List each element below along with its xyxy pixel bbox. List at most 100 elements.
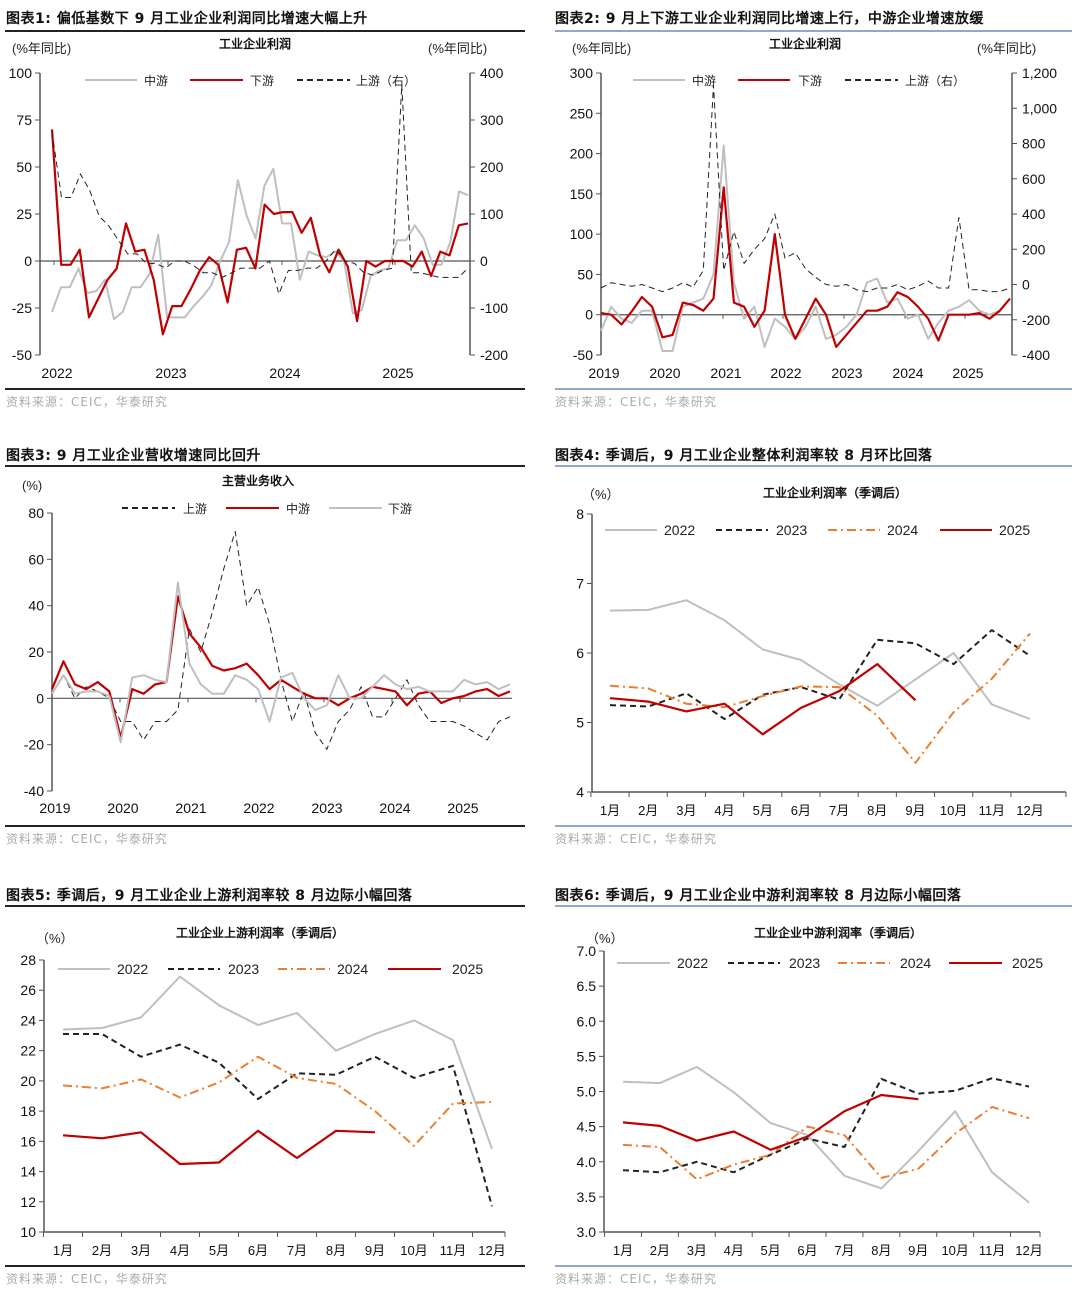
chart6-y-tick-label: 5.0 <box>577 1084 597 1100</box>
chart1-y-right-tick-label: -100 <box>480 300 508 316</box>
chart4-y-tick-label: 7 <box>576 576 584 592</box>
chart2-y-right-tick-label: -400 <box>1022 347 1050 363</box>
chart2-x-tick-label: 2020 <box>649 365 680 381</box>
chart1-x-tick-label: 2023 <box>155 365 186 381</box>
chart5-x-tick-label: 6月 <box>248 1243 268 1258</box>
chart3-x-tick-label: 2024 <box>379 800 410 816</box>
chart2-x-tick-label: 2023 <box>831 365 862 381</box>
chart6-y-tick-label: 3.5 <box>577 1189 597 1205</box>
chart6-y-unit-label: （%） <box>586 931 624 946</box>
chart4-legend-label: 2024 <box>887 522 918 538</box>
chart1-y-right-unit-label: (%年同比) <box>428 41 487 56</box>
chart5-series-2024-line <box>62 1055 493 1147</box>
chart3-legend-label: 下游 <box>388 502 412 516</box>
chart5-source-rule <box>5 1265 525 1267</box>
chart6-legend-label: 2024 <box>900 955 931 971</box>
chart3-x-tick-label: 2023 <box>311 800 342 816</box>
chart6-x-tick-label: 4月 <box>724 1243 744 1258</box>
chart4-x-tick-label: 3月 <box>676 803 696 818</box>
chart5-source: 资料来源：CEIC，华泰研究 <box>6 1272 168 1286</box>
chart5-legend-label: 2022 <box>117 961 148 977</box>
chart1-subtitle: 工业企业利润 <box>219 36 291 51</box>
chart6-x-tick-label: 7月 <box>834 1243 854 1258</box>
chart2-x-tick-label: 2025 <box>952 365 983 381</box>
chart5-y-tick-label: 18 <box>20 1103 36 1119</box>
chart5-x-tick-label: 9月 <box>365 1243 385 1258</box>
chart6-y-tick-label: 4.5 <box>577 1119 597 1135</box>
chart5-x-tick-label: 1月 <box>53 1243 73 1258</box>
chart5-x-tick-label: 4月 <box>170 1243 190 1258</box>
chart4-series-2023-line <box>609 629 1031 720</box>
chart6-x-tick-label: 2月 <box>650 1243 670 1258</box>
chart2-y-right-tick-label: 600 <box>1022 171 1046 187</box>
chart3-series-中游-line <box>50 595 511 739</box>
chart2-y-right-tick-label: 400 <box>1022 206 1046 222</box>
chart3-x-tick-label: 2019 <box>39 800 70 816</box>
chart2-legend-label: 上游（右） <box>905 73 965 88</box>
chart5-y-tick-label: 12 <box>20 1194 36 1210</box>
chart1-x-tick-label: 2022 <box>41 365 72 381</box>
chart6-legend-label: 2023 <box>789 955 820 971</box>
chart2-title-rule <box>555 30 1072 32</box>
chart6-y-tick-label: 7.0 <box>577 943 597 959</box>
chart5-series-2022-line <box>62 975 493 1150</box>
chart3-y-tick-label: 0 <box>36 690 44 706</box>
chart6-y-tick-label: 3.0 <box>577 1224 597 1240</box>
chart3-y-tick-label: 80 <box>28 505 44 521</box>
chart1-legend-label: 下游 <box>250 74 274 88</box>
chart4-title-rule <box>555 465 1072 467</box>
chart3-series-上游-line <box>51 531 511 750</box>
chart4-legend-label: 2023 <box>776 522 807 538</box>
chart2-subtitle: 工业企业利润 <box>769 36 841 51</box>
chart2-series-中游-line <box>600 144 1011 352</box>
chart5-y-tick-label: 22 <box>20 1043 36 1059</box>
chart6-x-tick-label: 12月 <box>1015 1243 1042 1258</box>
chart1-y-tick-label: 25 <box>16 206 32 222</box>
chart6-series-2025-line <box>622 1093 919 1151</box>
chart6-x-tick-label: 11月 <box>979 1243 1006 1258</box>
chart1-y-tick-label: 0 <box>24 253 32 269</box>
chart5-y-tick-label: 20 <box>20 1073 36 1089</box>
chart4-y-tick-label: 5 <box>576 715 584 731</box>
chart4-x-tick-label: 12月 <box>1016 803 1043 818</box>
chart4-x-tick-label: 5月 <box>753 803 773 818</box>
chart4-x-tick-label: 8月 <box>867 803 887 818</box>
chart3-y-tick-label: 20 <box>28 644 44 660</box>
chart2-source: 资料来源：CEIC，华泰研究 <box>555 395 717 409</box>
chart3-subtitle: 主营业务收入 <box>222 473 294 488</box>
chart3-title-rule <box>5 465 525 467</box>
chart3-y-tick-label: 40 <box>28 598 44 614</box>
chart4-x-tick-label: 10月 <box>940 803 967 818</box>
chart3-series-下游-line <box>51 581 511 744</box>
chart2-y-right-tick-label: 200 <box>1022 241 1046 257</box>
chart1-x-tick-label: 2025 <box>382 365 413 381</box>
chart5-subtitle: 工业企业上游利润率（季调后） <box>176 925 344 940</box>
chart2-y-tick-label: 100 <box>570 226 594 242</box>
chart2-series-上游右-line <box>600 84 1011 293</box>
chart2-x-tick-label: 2021 <box>710 365 741 381</box>
chart5-y-tick-label: 26 <box>20 982 36 998</box>
chart3-source-rule <box>5 825 525 827</box>
chart1-y-right-tick-label: 200 <box>480 159 504 175</box>
chart2-y-right-tick-label: 800 <box>1022 136 1046 152</box>
chart3-y-tick-label: -20 <box>24 737 44 753</box>
chart2-y-tick-label: 300 <box>570 65 594 81</box>
chart2-y-tick-label: 150 <box>570 186 594 202</box>
chart6-title: 图表6: 季调后，9 月工业企业中游利润率较 8 月边际小幅回落 <box>555 888 962 904</box>
chart4-series-2024-line <box>609 632 1031 764</box>
chart1-title-rule <box>5 30 525 32</box>
chart1-title: 图表1: 偏低基数下 9 月工业企业利润同比增速大幅上升 <box>6 11 368 27</box>
chart3-source: 资料来源：CEIC，华泰研究 <box>6 832 168 846</box>
chart2-y-tick-label: 200 <box>570 146 594 162</box>
chart4-source-rule <box>555 825 1072 827</box>
chart3-legend-label: 上游 <box>183 502 207 516</box>
chart6-x-tick-label: 8月 <box>871 1243 891 1258</box>
chart5-title: 图表5: 季调后，9 月工业企业上游利润率较 8 月边际小幅回落 <box>6 888 413 904</box>
chart2-legend-label: 下游 <box>798 74 822 88</box>
chart1-source-rule <box>5 388 525 390</box>
chart1-source: 资料来源：CEIC，华泰研究 <box>6 395 168 409</box>
chart2-source-rule <box>555 388 1072 390</box>
chart5-y-tick-label: 16 <box>20 1133 36 1149</box>
chart1-series-中游-line <box>51 167 469 321</box>
chart6-x-tick-label: 5月 <box>761 1243 781 1258</box>
